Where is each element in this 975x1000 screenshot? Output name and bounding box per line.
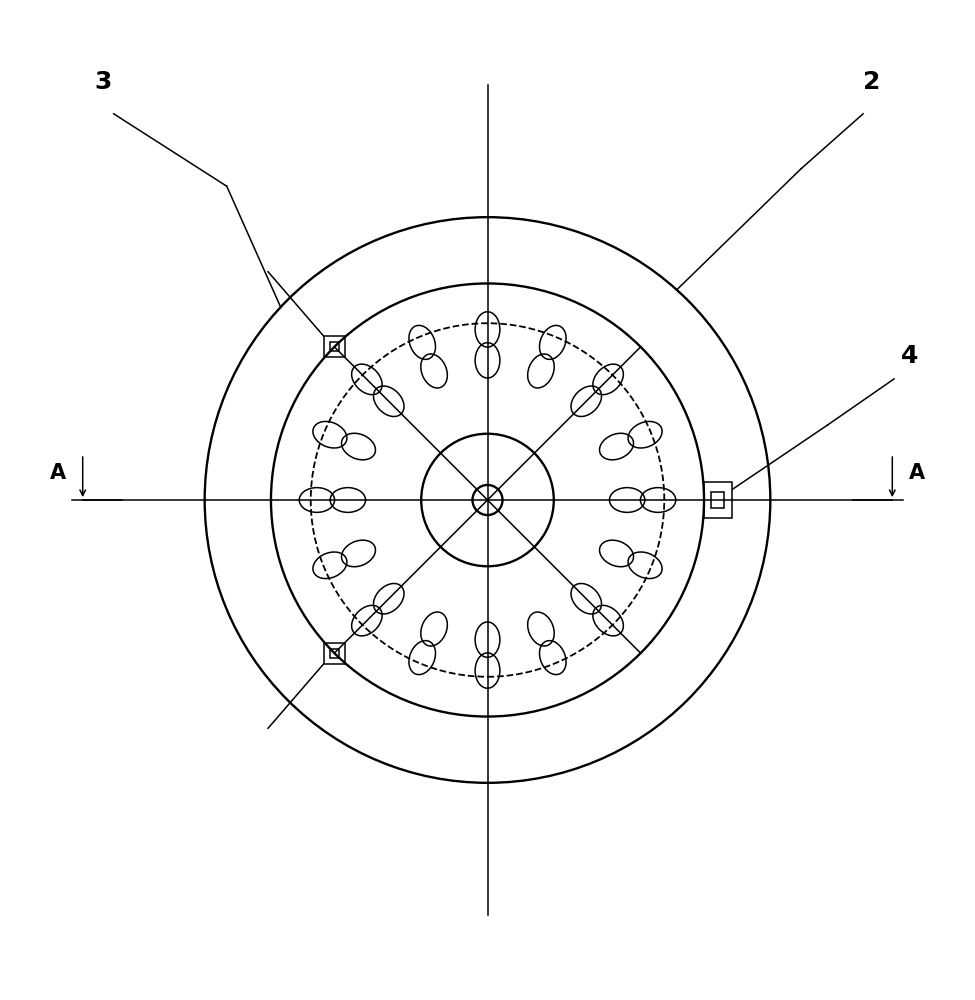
Text: 3: 3 [95, 70, 112, 94]
Text: A: A [50, 463, 66, 483]
Text: A: A [909, 463, 925, 483]
Bar [324, 643, 345, 664]
Bar [330, 342, 338, 351]
Bar [330, 649, 338, 658]
Bar [324, 336, 345, 357]
Text: 2: 2 [863, 70, 880, 94]
Bar [711, 492, 724, 508]
Bar [704, 482, 732, 518]
Text: 4: 4 [901, 344, 918, 368]
